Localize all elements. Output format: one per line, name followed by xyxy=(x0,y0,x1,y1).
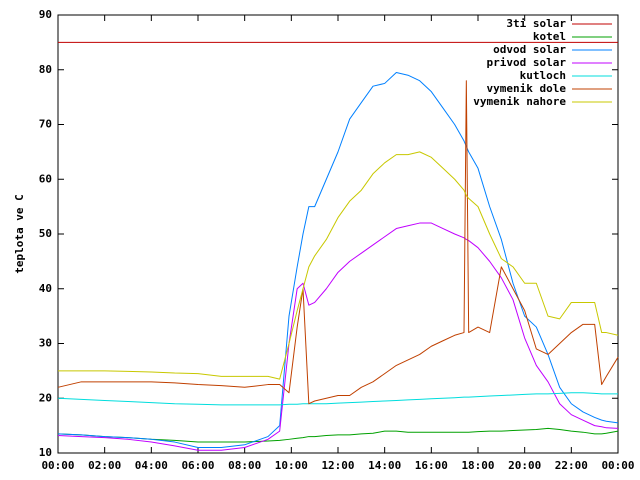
y-tick-label: 80 xyxy=(39,63,52,76)
legend-label: vymenik dole xyxy=(487,82,567,95)
series-line xyxy=(57,427,619,443)
x-tick-label: 00:00 xyxy=(41,459,74,472)
y-tick-label: 20 xyxy=(39,391,52,404)
x-tick-label: 14:00 xyxy=(368,459,401,472)
x-tick-label: 22:00 xyxy=(555,459,588,472)
series-line xyxy=(57,71,619,449)
legend-label: kotel xyxy=(533,30,566,43)
x-tick-label: 00:00 xyxy=(601,459,634,472)
x-tick-label: 08:00 xyxy=(228,459,261,472)
y-tick-label: 60 xyxy=(39,172,52,185)
y-tick-label: 40 xyxy=(39,282,52,295)
x-tick-label: 12:00 xyxy=(321,459,354,472)
x-tick-label: 16:00 xyxy=(415,459,448,472)
legend-label: kutloch xyxy=(520,69,566,82)
legend-label: odvod solar xyxy=(493,43,566,56)
series-line xyxy=(57,392,618,406)
y-tick-label: 10 xyxy=(39,446,52,459)
series-line xyxy=(57,222,619,451)
x-tick-label: 02:00 xyxy=(88,459,121,472)
y-tick-label: 30 xyxy=(39,337,52,350)
series-line xyxy=(57,80,619,405)
legend-label: 3ti solar xyxy=(506,17,566,30)
y-tick-label: 50 xyxy=(39,227,52,240)
y-tick-label: 90 xyxy=(39,8,52,21)
x-tick-label: 18:00 xyxy=(461,459,494,472)
x-tick-label: 20:00 xyxy=(508,459,541,472)
legend-label: privod solar xyxy=(487,56,567,69)
series-line xyxy=(58,151,619,380)
x-tick-label: 04:00 xyxy=(135,459,168,472)
x-tick-label: 10:00 xyxy=(275,459,308,472)
y-axis-label: teplota ve C xyxy=(13,194,26,273)
y-tick-label: 70 xyxy=(39,118,52,131)
legend-label: vymenik nahore xyxy=(473,95,566,108)
x-tick-label: 06:00 xyxy=(181,459,214,472)
